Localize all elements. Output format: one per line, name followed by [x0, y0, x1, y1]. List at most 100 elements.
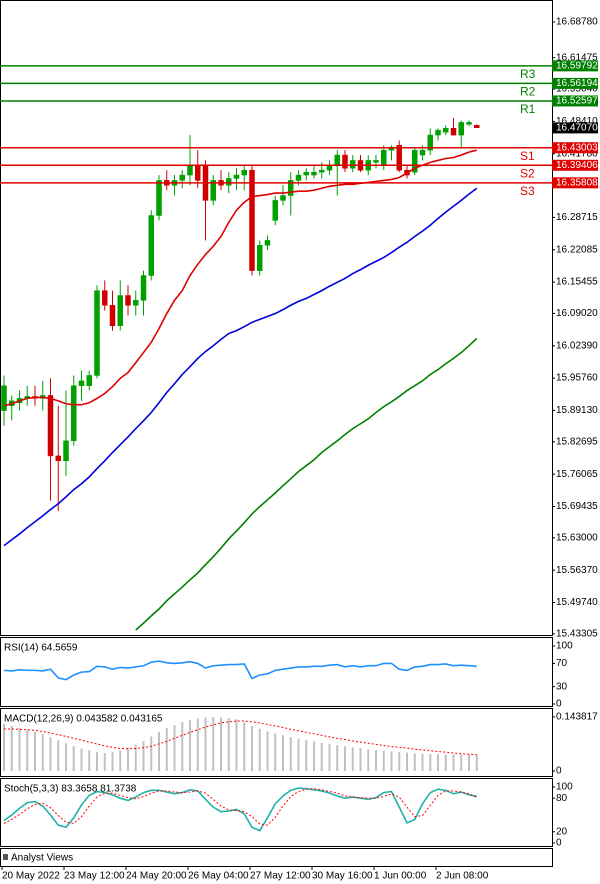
histogram-bar	[282, 735, 284, 772]
candle-body	[272, 200, 278, 221]
candle-body	[109, 304, 116, 326]
level-price: 16.59792	[556, 61, 598, 72]
candle-body	[373, 160, 379, 163]
stoch-panel	[0, 778, 553, 847]
macd-panel	[0, 708, 553, 777]
footer-icon	[3, 854, 8, 860]
histogram-bar	[142, 740, 145, 772]
candle-body	[195, 165, 201, 181]
candle-body	[443, 127, 449, 133]
histogram-bar	[475, 754, 478, 772]
histogram-bar	[165, 728, 168, 772]
histogram-bar	[437, 754, 439, 772]
candle-body	[257, 245, 263, 271]
y-tick-label: 16.48410	[556, 116, 598, 127]
moving-average	[135, 337, 478, 631]
histogram-bar	[80, 748, 83, 772]
histogram-bar	[274, 733, 277, 772]
candle-body	[125, 295, 131, 306]
histogram-bar	[3, 724, 5, 772]
histogram-bar	[243, 722, 246, 772]
y-tick-label: 15.76065	[556, 469, 598, 480]
rsi-panel	[0, 637, 553, 707]
panel-title: MACD(12,26,9) 0.043582 0.043165	[4, 714, 163, 725]
indicator-line	[3, 788, 477, 826]
candle-body	[86, 375, 92, 386]
candle-body	[133, 300, 139, 306]
y-tick-label: 16.61475	[556, 52, 598, 63]
candle-body	[326, 165, 333, 171]
histogram-bar	[398, 752, 401, 772]
candle-body	[412, 149, 418, 173]
histogram-bar	[10, 725, 13, 772]
y-tick-label: 20	[556, 826, 568, 837]
level-price: 16.39406	[556, 160, 598, 171]
histogram-bar	[173, 725, 176, 772]
x-tick-label: 27 May 12:00	[250, 871, 311, 882]
y-tick-label: 100	[556, 641, 573, 652]
histogram-bar	[181, 722, 184, 772]
histogram-bar	[189, 719, 191, 772]
x-tick-label: 23 May 12:00	[64, 871, 125, 882]
y-tick-label: 70	[556, 658, 568, 669]
level-label: R3	[520, 67, 536, 81]
candle-body	[280, 195, 286, 201]
histogram-bar	[413, 753, 416, 772]
candle-body	[140, 275, 147, 301]
y-tick-label: 15.69435	[556, 501, 598, 512]
y-tick-label: 80	[556, 793, 568, 804]
histogram-bar	[196, 718, 199, 772]
x-tick-label: 1 Jun 00:00	[374, 871, 427, 882]
histogram-bar	[65, 743, 67, 772]
candle-body	[466, 122, 472, 125]
candle-body	[47, 395, 54, 457]
level-label: S2	[520, 166, 535, 180]
level-label: R2	[520, 85, 536, 99]
y-tick-label: 16.28715	[556, 212, 598, 223]
moving-average	[3, 149, 477, 407]
candle-body	[303, 171, 309, 176]
histogram-bar	[313, 741, 315, 772]
level-label: R1	[520, 102, 536, 116]
x-tick-label: 20 May 2022	[2, 871, 60, 882]
candle-body	[264, 240, 271, 246]
y-tick-label: 16.15455	[556, 277, 598, 288]
histogram-bar	[34, 731, 36, 772]
candle-body	[117, 295, 123, 326]
candle-body	[179, 174, 185, 181]
histogram-bar	[382, 750, 385, 772]
y-tick-label: 0	[556, 766, 562, 777]
y-tick-label: 16.41780	[556, 148, 598, 159]
candle-body	[427, 134, 433, 151]
candle-body	[388, 147, 395, 151]
candle-body	[295, 174, 302, 181]
x-tick-label: 2 Jun 08:00	[436, 871, 489, 882]
histogram-bar	[88, 750, 91, 772]
candle-body	[474, 125, 480, 129]
candle-body	[396, 145, 402, 171]
histogram-bar	[235, 719, 238, 772]
candle-body	[94, 290, 100, 376]
level-price-box	[552, 142, 598, 154]
histogram-bar	[204, 717, 207, 772]
histogram-bar	[18, 727, 21, 772]
candle-body	[55, 455, 61, 462]
x-tick-label: 24 May 20:00	[126, 871, 187, 882]
candle-body	[288, 180, 294, 196]
histogram-bar	[119, 750, 122, 772]
moving-average	[3, 187, 478, 547]
histogram-bar	[429, 754, 432, 772]
level-price-box	[552, 77, 598, 89]
candle-body	[78, 380, 85, 386]
y-tick-label: 16.02390	[556, 340, 598, 351]
histogram-bar	[127, 747, 129, 772]
y-tick-label: 15.89130	[556, 405, 598, 416]
y-tick-label: 15.63000	[556, 532, 598, 543]
histogram-bar	[96, 752, 98, 772]
candle-body	[187, 165, 193, 176]
x-tick-label: 26 May 04:00	[188, 871, 249, 882]
level-price-box	[552, 159, 598, 171]
y-tick-label: 0	[556, 838, 562, 849]
candle-body	[226, 178, 232, 186]
histogram-bar	[390, 751, 393, 772]
